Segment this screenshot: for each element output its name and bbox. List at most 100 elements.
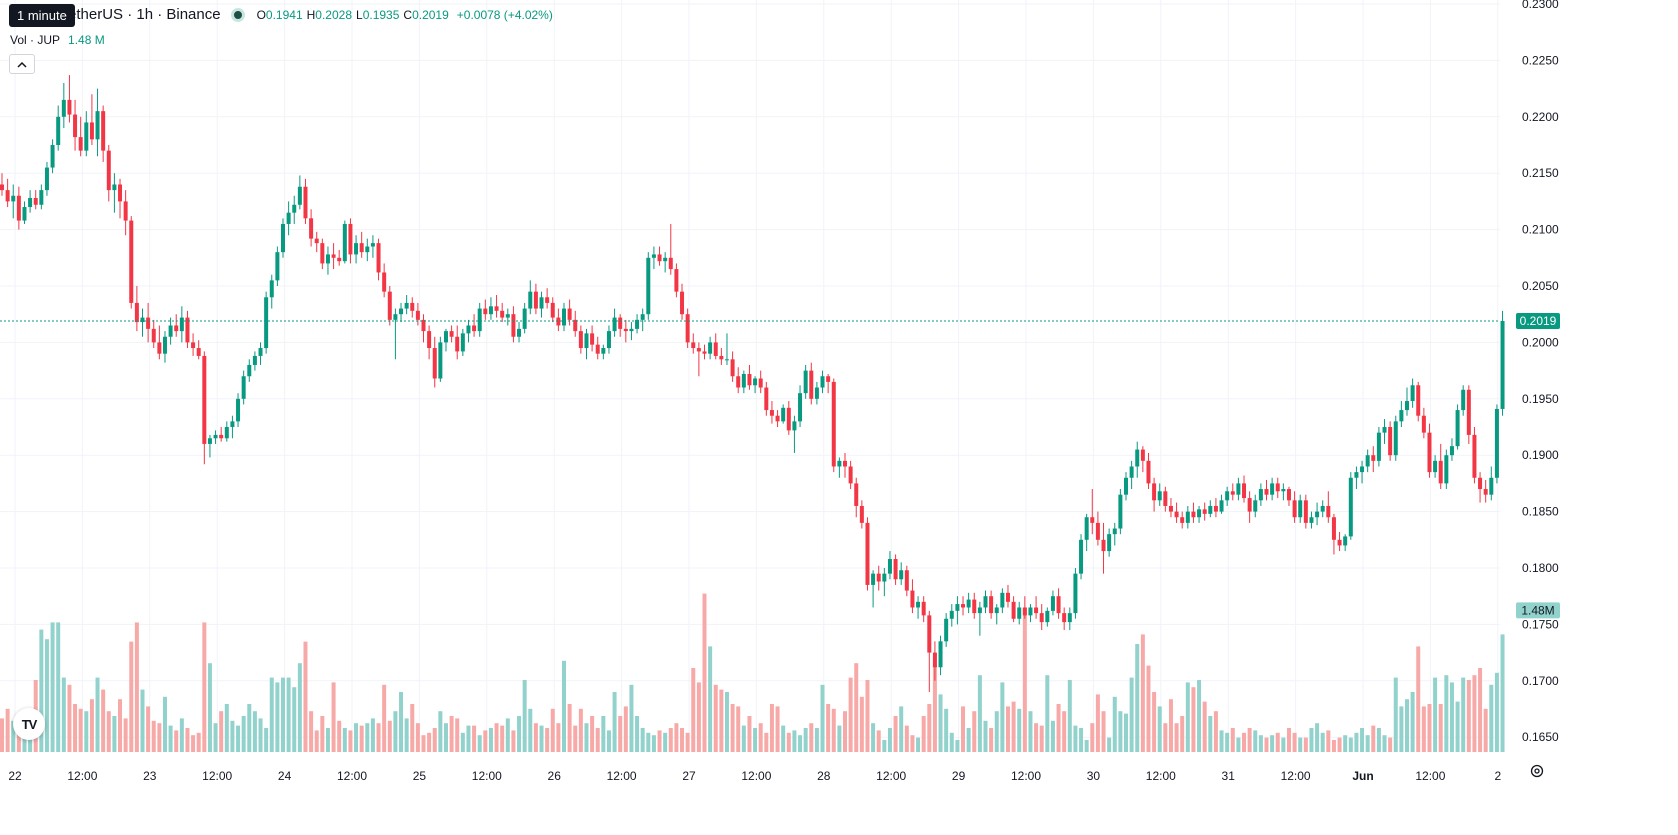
volume-bar bbox=[753, 728, 757, 752]
candle-body bbox=[629, 329, 633, 331]
candle-body bbox=[11, 196, 15, 202]
candle-body bbox=[674, 269, 678, 292]
volume-bar bbox=[320, 716, 324, 752]
candle-body bbox=[225, 427, 229, 438]
candle-body bbox=[427, 331, 431, 348]
time-tick-label: 25 bbox=[413, 769, 427, 783]
volume-bar bbox=[225, 704, 229, 752]
candle bbox=[230, 416, 234, 439]
candle-body bbox=[933, 653, 937, 668]
volume-bar bbox=[287, 678, 291, 752]
candle bbox=[337, 250, 341, 266]
volume-bar bbox=[1433, 678, 1437, 752]
candle-body bbox=[1141, 450, 1145, 461]
candle bbox=[242, 371, 246, 405]
volume-bar bbox=[955, 740, 959, 752]
volume-bar bbox=[663, 733, 667, 752]
volume-bar bbox=[1073, 726, 1077, 752]
volume-bar bbox=[202, 622, 206, 752]
candle-body bbox=[573, 320, 577, 331]
candle-body bbox=[39, 190, 43, 205]
open-label: O bbox=[257, 8, 266, 22]
candle bbox=[1394, 416, 1398, 461]
candle bbox=[613, 309, 617, 337]
candle-body bbox=[393, 314, 397, 320]
volume-bar bbox=[1124, 714, 1128, 752]
price-tick-label: 0.1900 bbox=[1522, 448, 1559, 462]
volume-bar bbox=[410, 704, 414, 752]
volume-bar bbox=[1309, 728, 1313, 752]
candle-body bbox=[663, 258, 667, 261]
volume-bar bbox=[511, 730, 515, 752]
candle bbox=[674, 263, 678, 297]
candle bbox=[601, 345, 605, 360]
candle-body bbox=[84, 122, 88, 150]
volume-bar bbox=[534, 723, 538, 752]
candle bbox=[669, 224, 673, 275]
high-value: 0.2028 bbox=[315, 8, 352, 22]
candle bbox=[759, 371, 763, 394]
candle bbox=[1236, 478, 1240, 501]
volume-bar bbox=[556, 723, 560, 752]
candle bbox=[573, 311, 577, 337]
time-tick-label: 12:00 bbox=[1415, 769, 1445, 783]
candle-body bbox=[309, 218, 313, 238]
tradingview-logo[interactable]: TV bbox=[13, 708, 45, 740]
candle-body bbox=[320, 243, 324, 263]
symbol-title[interactable]: etherUS · 1h · Binance bbox=[68, 6, 221, 23]
time-tick-label: 22 bbox=[8, 769, 22, 783]
candle-body bbox=[826, 376, 830, 382]
candle-body bbox=[1309, 517, 1313, 523]
candle bbox=[1444, 450, 1448, 489]
volume-bar bbox=[67, 685, 71, 752]
candle-body bbox=[1422, 416, 1426, 433]
price-axis[interactable]: 0.2300 0.2250 0.2200 0.2150 0.2100 0.2050 0.20… bbox=[1522, 0, 1559, 744]
candle-body bbox=[1298, 500, 1302, 517]
candle-body bbox=[337, 258, 341, 261]
candle bbox=[1253, 495, 1257, 518]
candle-body bbox=[124, 201, 128, 220]
time-axis[interactable]: 22 12:00 23 12:00 24 12:00 25 12:00 26 12:00 27 12:… bbox=[8, 769, 1501, 783]
volume-bar bbox=[1377, 728, 1381, 752]
candle-body bbox=[247, 365, 251, 376]
gear-icon[interactable] bbox=[1528, 762, 1546, 780]
candle-body bbox=[1102, 540, 1106, 551]
price-tick-label: 0.2000 bbox=[1522, 335, 1559, 349]
candle-body bbox=[534, 292, 538, 309]
candle bbox=[916, 596, 920, 619]
candle-body bbox=[303, 187, 307, 219]
candle-body bbox=[860, 506, 864, 523]
candle bbox=[101, 106, 105, 162]
candle bbox=[1242, 476, 1246, 503]
candle bbox=[1399, 401, 1403, 427]
candle bbox=[332, 243, 336, 269]
volume-bar bbox=[281, 678, 285, 752]
candle-body bbox=[129, 221, 133, 303]
candle bbox=[28, 190, 32, 213]
candle-body bbox=[377, 243, 381, 272]
candle-body bbox=[1439, 461, 1443, 484]
volume-bar bbox=[79, 709, 83, 752]
volume-bar bbox=[922, 716, 926, 752]
candle-body bbox=[1023, 607, 1027, 615]
candle-body bbox=[146, 318, 150, 329]
candle-body bbox=[1338, 540, 1342, 546]
volume-bar bbox=[1028, 711, 1032, 752]
price-tick-label: 0.1850 bbox=[1522, 505, 1559, 519]
candle-body bbox=[1006, 593, 1010, 602]
volume-bar bbox=[691, 668, 695, 752]
candle-body bbox=[1427, 433, 1431, 472]
collapse-legend-button[interactable] bbox=[9, 54, 35, 74]
volume-bar bbox=[1472, 675, 1476, 752]
candle-body bbox=[736, 376, 740, 387]
volume-bar bbox=[90, 699, 94, 752]
candle bbox=[141, 309, 145, 337]
candle bbox=[967, 593, 971, 613]
volume-bar bbox=[1253, 730, 1257, 752]
volume-bar bbox=[259, 718, 263, 752]
low-value: 0.1935 bbox=[363, 8, 400, 22]
candle bbox=[1439, 444, 1443, 489]
volume-bar bbox=[776, 706, 780, 752]
candle-body bbox=[787, 408, 791, 431]
